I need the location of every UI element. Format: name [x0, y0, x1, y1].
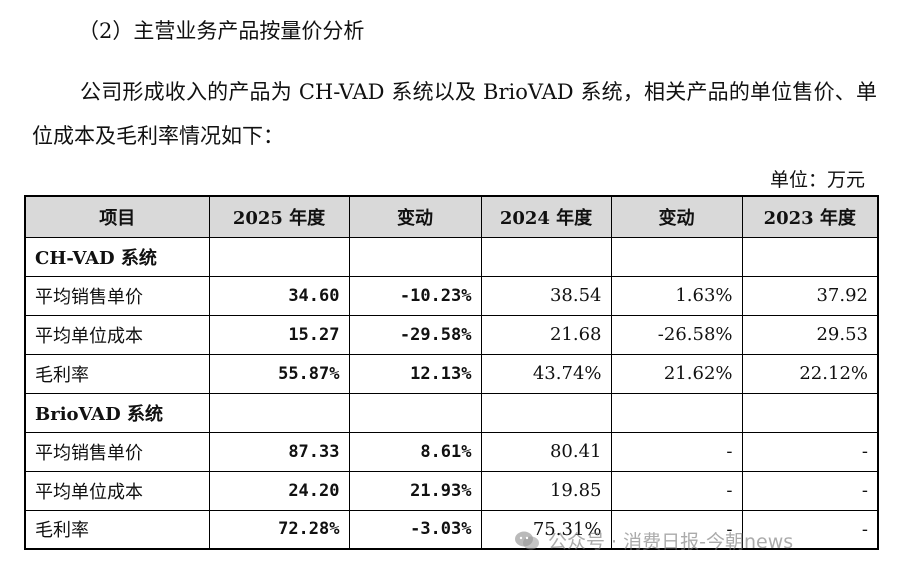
empty-cell — [610, 236, 743, 277]
table-row: 平均单位成本 24.20 21.93% 19.85 - - — [24, 470, 879, 511]
header-2025: 2025 年度 — [208, 195, 350, 238]
table-header-row: 项目 2025 年度 变动 2024 年度 变动 2023 年度 — [24, 195, 879, 238]
section-label: CH-VAD 系统 — [24, 236, 210, 277]
cell-change-2024: - — [610, 431, 743, 472]
table-row: 平均销售单价 34.60 -10.23% 38.54 1.63% 37.92 — [24, 275, 879, 316]
cell-change-2025: 8.61% — [348, 431, 482, 472]
cell-2023: - — [741, 509, 879, 550]
cell-change-2024: 21.62% — [610, 353, 743, 394]
cell-change-2025: -29.58% — [348, 314, 482, 355]
header-change-2025: 变动 — [348, 195, 482, 238]
unit-label: 单位：万元 — [769, 169, 865, 191]
section-row-briovad: BrioVAD 系统 — [24, 392, 879, 433]
header-2024: 2024 年度 — [480, 195, 612, 238]
row-label: 毛利率 — [24, 353, 210, 394]
cell-change-2024: -26.58% — [610, 314, 743, 355]
table-row: 毛利率 72.28% -3.03% 75.31% - - — [24, 509, 879, 550]
cell-2025: 15.27 — [208, 314, 350, 355]
empty-cell — [741, 236, 879, 277]
cell-change-2025: -3.03% — [348, 509, 482, 550]
row-label: 平均单位成本 — [24, 470, 210, 511]
table-row: 毛利率 55.87% 12.13% 43.74% 21.62% 22.12% — [24, 353, 879, 394]
wechat-icon — [514, 530, 540, 552]
empty-cell — [480, 236, 612, 277]
section-heading: （2）主营业务产品按量价分析 — [78, 19, 365, 43]
cell-2024: 19.85 — [480, 470, 612, 511]
cell-2023: 37.92 — [741, 275, 879, 316]
empty-cell — [741, 392, 879, 433]
cell-change-2025: 12.13% — [348, 353, 482, 394]
header-change-2024: 变动 — [610, 195, 743, 238]
empty-cell — [208, 236, 350, 277]
cell-2025: 87.33 — [208, 431, 350, 472]
cell-2024: 80.41 — [480, 431, 612, 472]
cell-2023: 29.53 — [741, 314, 879, 355]
cell-2024: 43.74% — [480, 353, 612, 394]
header-2023: 2023 年度 — [741, 195, 879, 238]
watermark: 公众号 · 消费日报-今朝news — [514, 527, 793, 554]
cell-2025: 34.60 — [208, 275, 350, 316]
empty-cell — [610, 392, 743, 433]
cell-2025: 24.20 — [208, 470, 350, 511]
cell-2023: - — [741, 470, 879, 511]
empty-cell — [348, 236, 482, 277]
empty-cell — [208, 392, 350, 433]
watermark-text: 公众号 · 消费日报-今朝news — [548, 531, 794, 553]
table-row: 平均销售单价 87.33 8.61% 80.41 - - — [24, 431, 879, 472]
cell-2024: 75.31% — [480, 509, 612, 550]
section-label: BrioVAD 系统 — [24, 392, 210, 433]
empty-cell — [348, 392, 482, 433]
cell-2024: 38.54 — [480, 275, 612, 316]
table-row: 平均单位成本 15.27 -29.58% 21.68 -26.58% 29.53 — [24, 314, 879, 355]
row-label: 平均单位成本 — [24, 314, 210, 355]
cell-2024: 21.68 — [480, 314, 612, 355]
cell-change-2025: -10.23% — [348, 275, 482, 316]
cell-2023: 22.12% — [741, 353, 879, 394]
intro-paragraph: 公司形成收入的产品为 CH-VAD 系统以及 BrioVAD 系统，相关产品的单… — [32, 80, 877, 148]
empty-cell — [480, 392, 612, 433]
row-label: 平均销售单价 — [24, 275, 210, 316]
cell-2025: 55.87% — [208, 353, 350, 394]
row-label: 毛利率 — [24, 509, 210, 550]
cell-change-2024: 1.63% — [610, 275, 743, 316]
section-row-ch-vad: CH-VAD 系统 — [24, 236, 879, 277]
cell-change-2025: 21.93% — [348, 470, 482, 511]
cell-2025: 72.28% — [208, 509, 350, 550]
cell-2023: - — [741, 431, 879, 472]
price-volume-table: 项目 2025 年度 变动 2024 年度 变动 2023 年度 CH-VAD … — [24, 195, 879, 550]
header-item: 项目 — [24, 195, 210, 238]
row-label: 平均销售单价 — [24, 431, 210, 472]
cell-change-2024: - — [610, 470, 743, 511]
